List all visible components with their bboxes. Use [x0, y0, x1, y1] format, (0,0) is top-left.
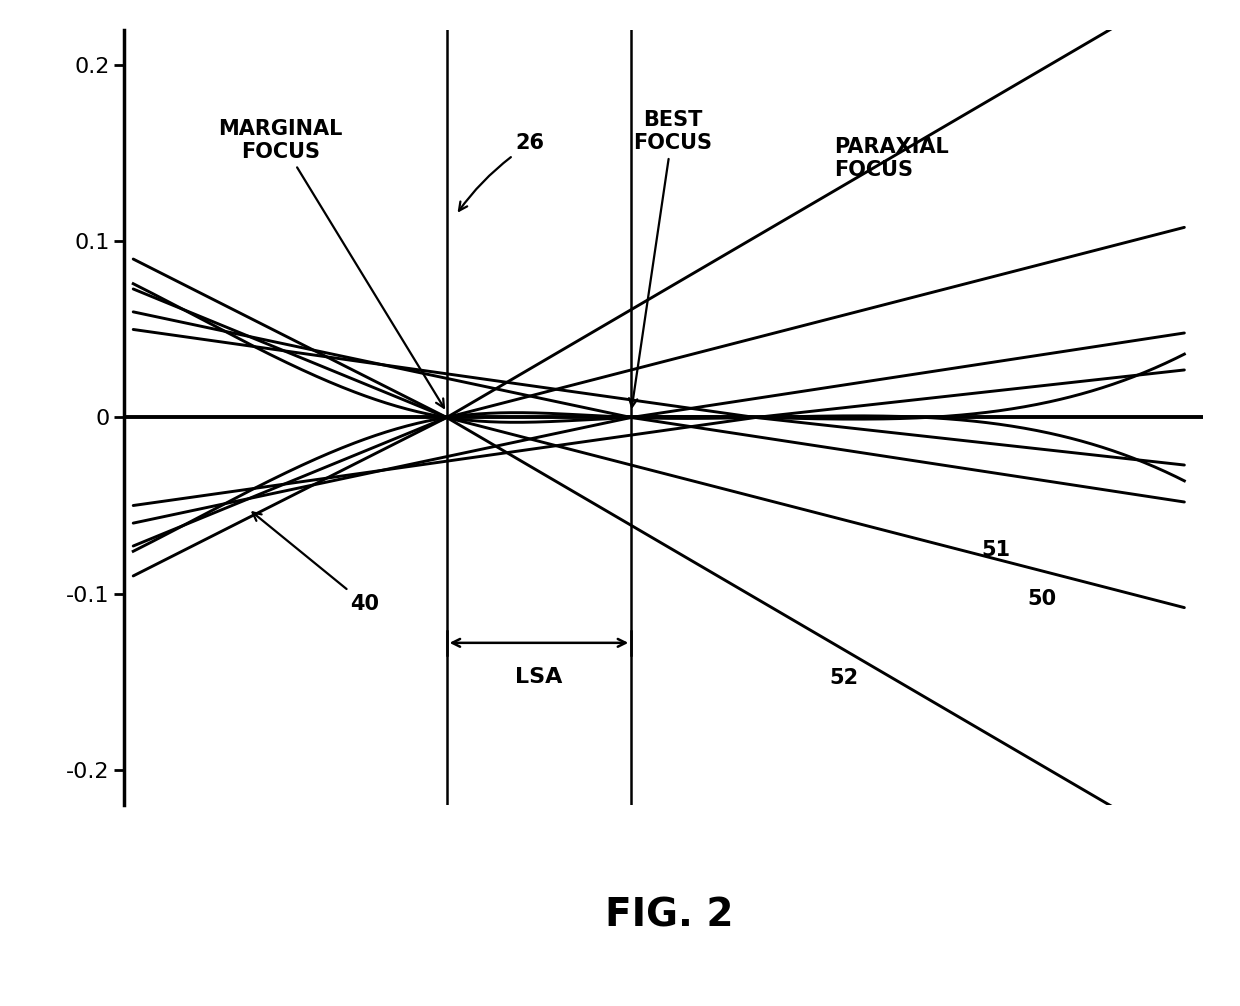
Text: 52: 52: [830, 668, 858, 688]
Text: LSA: LSA: [516, 668, 563, 687]
Text: 50: 50: [1028, 589, 1056, 609]
Text: BEST
FOCUS: BEST FOCUS: [629, 111, 712, 407]
Text: FIG. 2: FIG. 2: [605, 896, 734, 935]
Text: 26: 26: [459, 134, 544, 210]
Text: PARAXIAL
FOCUS: PARAXIAL FOCUS: [835, 137, 949, 180]
Text: 40: 40: [253, 512, 379, 614]
Text: MARGINAL
FOCUS: MARGINAL FOCUS: [218, 119, 444, 407]
Text: 51: 51: [982, 539, 1011, 559]
